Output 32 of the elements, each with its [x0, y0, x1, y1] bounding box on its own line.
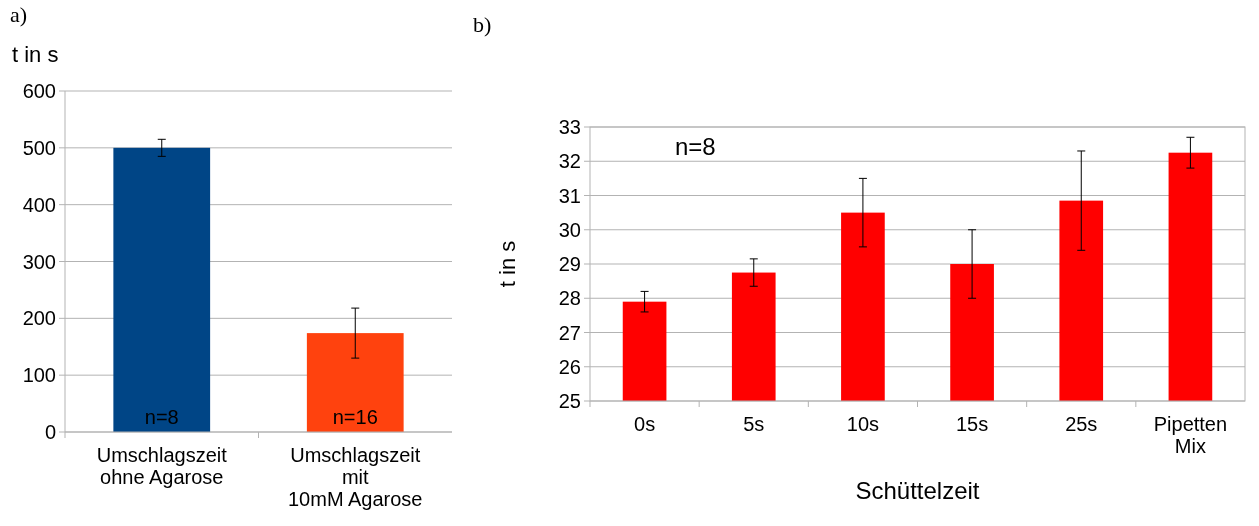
chart-title: b)	[473, 12, 492, 37]
annotation: n=8	[675, 133, 716, 160]
y-tick-label: 31	[558, 184, 581, 207]
x-tick-label: 5s	[743, 413, 765, 435]
y-axis-title: t in s	[495, 240, 520, 288]
y-tick-label: 600	[22, 80, 56, 102]
x-tick-label: 0s	[634, 413, 656, 435]
y-tick-label: 30	[558, 218, 581, 241]
y-tick-label: 500	[22, 136, 56, 159]
x-tick-label: Umschlagszeit mit 10mM Agarose	[287, 444, 423, 510]
x-axis-title: Schüttelzeit	[855, 477, 980, 504]
y-tick-label: 29	[558, 253, 581, 275]
y-tick-label: 27	[558, 321, 581, 344]
y-tick-label: 26	[558, 355, 581, 378]
x-tick-label: 25s	[1065, 413, 1098, 435]
y-tick-label: 33	[558, 116, 581, 138]
y-tick-label: 100	[22, 364, 56, 387]
annotation: n=8	[144, 406, 179, 428]
x-tick-label: 10s	[846, 413, 880, 435]
y-tick-label: 32	[558, 150, 581, 173]
y-tick-label: 300	[22, 250, 56, 273]
y-tick-label: 28	[558, 287, 581, 310]
y-tick-label: 200	[22, 307, 56, 330]
chart-title: a)	[10, 2, 28, 27]
y-tick-label: 0	[44, 421, 56, 443]
x-tick-label: Umschlagszeit ohne Agarose	[96, 444, 228, 488]
y-tick-label: 400	[22, 193, 56, 216]
y-axis-title: t in s	[12, 42, 59, 67]
x-tick-label: 15s	[955, 413, 989, 435]
x-tick-label: Pipetten Mix	[1153, 413, 1228, 457]
y-tick-label: 25	[558, 390, 581, 412]
annotation: n=16	[332, 406, 378, 428]
